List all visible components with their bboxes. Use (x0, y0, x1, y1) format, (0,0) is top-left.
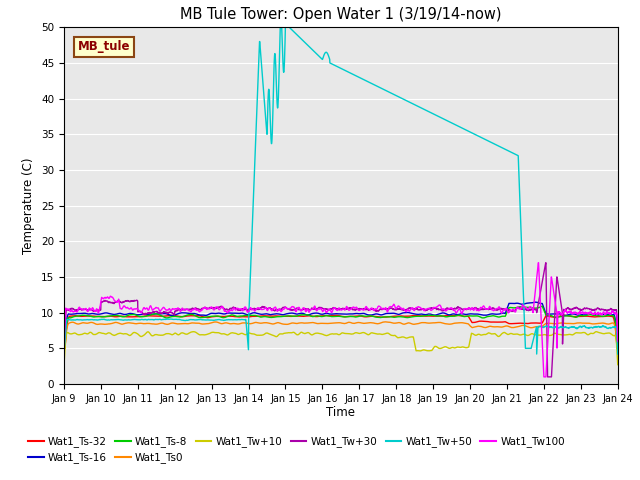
Wat1_Ts-32 (296, 313, 304, 319)
Wat1_Tw+30 (296, 307, 304, 313)
Wat1_Tw+30 (614, 341, 621, 347)
Wat1_Tw100 (544, 343, 552, 349)
Line: Wat1_Ts-16: Wat1_Ts-16 (64, 302, 618, 341)
Wat1_Ts0 (543, 321, 551, 326)
Wat1_Tw+50 (543, 324, 551, 330)
Line: Wat1_Ts-32: Wat1_Ts-32 (64, 315, 618, 348)
Wat1_Tw+30 (273, 307, 280, 312)
Wat1_Ts0 (124, 320, 131, 326)
Wat1_Ts-8 (60, 338, 68, 344)
Wat1_Tw+10 (603, 330, 611, 336)
Wat1_Tw+50 (60, 349, 68, 355)
Wat1_Ts-32 (124, 314, 131, 320)
Wat1_Ts-32 (273, 313, 280, 319)
Line: Wat1_Tw+10: Wat1_Tw+10 (64, 332, 618, 366)
Wat1_Tw+10 (614, 362, 621, 368)
Wat1_Tw+10 (543, 332, 551, 338)
Wat1_Ts0 (60, 346, 68, 351)
Wat1_Ts-32 (614, 346, 621, 351)
Wat1_Ts-32 (603, 313, 611, 319)
Wat1_Tw+30 (60, 341, 68, 347)
Wat1_Tw100 (296, 307, 304, 313)
Text: MB_tule: MB_tule (78, 40, 131, 53)
Wat1_Tw+50 (124, 317, 131, 323)
Wat1_Tw100 (540, 374, 548, 380)
Wat1_Ts-16 (603, 312, 611, 317)
Line: Wat1_Tw100: Wat1_Tw100 (64, 263, 618, 377)
Wat1_Tw+30 (544, 374, 552, 380)
Wat1_Tw100 (604, 310, 611, 315)
Wat1_Tw100 (156, 309, 164, 314)
Wat1_Ts-32 (156, 313, 164, 319)
Wat1_Tw+10 (60, 363, 68, 369)
Wat1_Tw100 (124, 304, 131, 310)
Wat1_Tw+10 (189, 329, 197, 335)
Wat1_Ts-8 (124, 313, 131, 319)
Wat1_Tw+50 (297, 36, 305, 41)
Title: MB Tule Tower: Open Water 1 (3/19/14-now): MB Tule Tower: Open Water 1 (3/19/14-now… (180, 7, 502, 22)
Wat1_Ts-8 (156, 312, 164, 318)
Wat1_Ts0 (273, 320, 280, 326)
Wat1_Ts-16 (273, 311, 280, 317)
Wat1_Tw+30 (156, 311, 164, 316)
Wat1_Tw+10 (156, 332, 164, 338)
Wat1_Ts-8 (538, 303, 546, 309)
Wat1_Tw+50 (273, 81, 280, 86)
Wat1_Tw100 (273, 306, 280, 312)
Y-axis label: Temperature (C): Temperature (C) (22, 157, 35, 254)
Line: Wat1_Tw+50: Wat1_Tw+50 (64, 27, 618, 354)
Wat1_Tw+30 (124, 298, 131, 303)
Wat1_Ts0 (603, 321, 611, 327)
Legend: Wat1_Ts-32, Wat1_Ts-16, Wat1_Ts-8, Wat1_Ts0, Wat1_Tw+10, Wat1_Tw+30, Wat1_Tw+50,: Wat1_Ts-32, Wat1_Ts-16, Wat1_Ts-8, Wat1_… (24, 432, 569, 468)
Line: Wat1_Ts-8: Wat1_Ts-8 (64, 306, 618, 341)
Wat1_Ts0 (156, 321, 164, 326)
X-axis label: Time: Time (326, 407, 355, 420)
Wat1_Ts-32 (560, 312, 568, 318)
Wat1_Tw+10 (273, 334, 280, 339)
Wat1_Ts-16 (296, 311, 304, 316)
Wat1_Tw+50 (614, 351, 621, 357)
Wat1_Ts0 (614, 346, 621, 351)
Wat1_Ts-16 (124, 311, 131, 317)
Wat1_Ts-8 (603, 312, 611, 318)
Wat1_Tw+50 (276, 24, 284, 30)
Line: Wat1_Ts0: Wat1_Ts0 (64, 322, 618, 348)
Wat1_Ts-32 (60, 346, 68, 351)
Wat1_Ts-8 (273, 314, 280, 320)
Wat1_Tw+30 (543, 361, 551, 367)
Wat1_Tw+10 (297, 330, 305, 336)
Wat1_Ts-16 (543, 311, 551, 317)
Wat1_Ts-8 (614, 338, 621, 344)
Wat1_Tw+10 (124, 331, 131, 337)
Wat1_Ts0 (381, 319, 389, 325)
Wat1_Tw100 (614, 338, 621, 344)
Line: Wat1_Tw+30: Wat1_Tw+30 (64, 263, 618, 377)
Wat1_Ts-16 (614, 338, 621, 344)
Wat1_Tw+50 (603, 325, 611, 331)
Wat1_Ts-8 (543, 312, 551, 318)
Wat1_Tw+50 (156, 316, 164, 322)
Wat1_Ts-8 (296, 312, 304, 318)
Wat1_Ts-16 (532, 299, 540, 305)
Wat1_Ts0 (296, 320, 304, 325)
Wat1_Ts-16 (156, 311, 164, 317)
Wat1_Tw100 (60, 357, 68, 362)
Wat1_Ts-32 (543, 313, 551, 319)
Wat1_Tw+30 (542, 260, 550, 265)
Wat1_Tw100 (534, 260, 542, 265)
Wat1_Tw+30 (604, 307, 611, 313)
Wat1_Ts-16 (60, 338, 68, 344)
